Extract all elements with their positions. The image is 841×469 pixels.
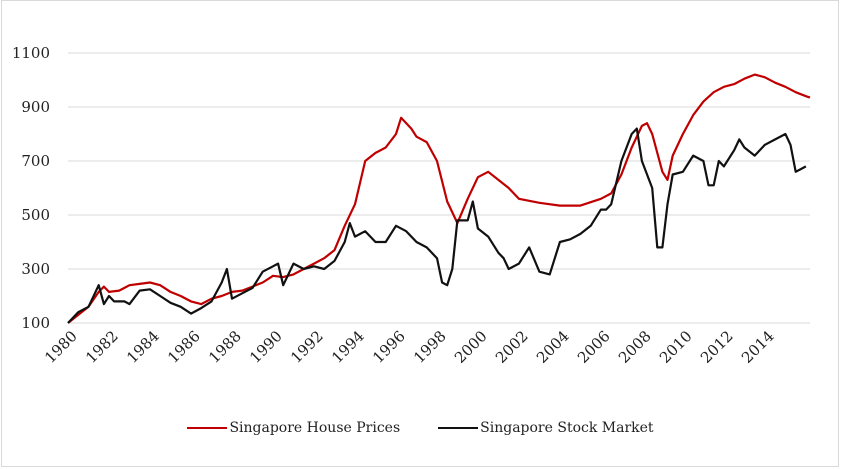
- x-tick-label: 2006: [574, 327, 614, 367]
- x-tick-label: 1996: [369, 327, 409, 367]
- x-tick-label: 1994: [328, 327, 368, 367]
- x-tick-label: 1980: [41, 327, 81, 367]
- x-tick-label: 2010: [656, 327, 696, 367]
- x-tick-label: 2000: [451, 327, 491, 367]
- x-tick-label: 2012: [697, 327, 737, 367]
- legend-label-stock-market: Singapore Stock Market: [480, 420, 654, 436]
- series-line-stock-market: [67, 127, 807, 324]
- legend-item-house-prices: Singapore House Prices: [187, 420, 400, 436]
- legend: Singapore House Prices Singapore Stock M…: [0, 420, 841, 436]
- x-tick-label: 2008: [615, 327, 655, 367]
- x-tick-label: 2004: [533, 327, 573, 367]
- x-tick-label: 1992: [287, 327, 327, 367]
- legend-swatch-house-prices: [187, 427, 228, 429]
- x-tick-label: 1984: [123, 327, 163, 367]
- y-tick-label: 1100: [12, 44, 50, 62]
- x-tick-label: 1986: [164, 327, 204, 367]
- y-tick-label: 700: [21, 152, 50, 170]
- series-line-house-prices: [67, 73, 811, 324]
- legend-label-house-prices: Singapore House Prices: [229, 420, 401, 436]
- x-tick-label: 1998: [410, 327, 450, 367]
- x-tick-label: 1990: [246, 327, 286, 367]
- x-tick-label: 2014: [738, 327, 778, 367]
- x-tick-label: 1982: [82, 327, 122, 367]
- legend-item-stock-market: Singapore Stock Market: [438, 420, 654, 436]
- y-tick-label: 500: [21, 206, 50, 224]
- x-tick-label: 2002: [492, 327, 532, 367]
- y-tick-label: 300: [21, 260, 50, 278]
- y-tick-label: 100: [21, 314, 50, 332]
- y-tick-label: 900: [21, 98, 50, 116]
- x-tick-label: 1988: [205, 327, 245, 367]
- legend-swatch-stock-market: [438, 427, 479, 429]
